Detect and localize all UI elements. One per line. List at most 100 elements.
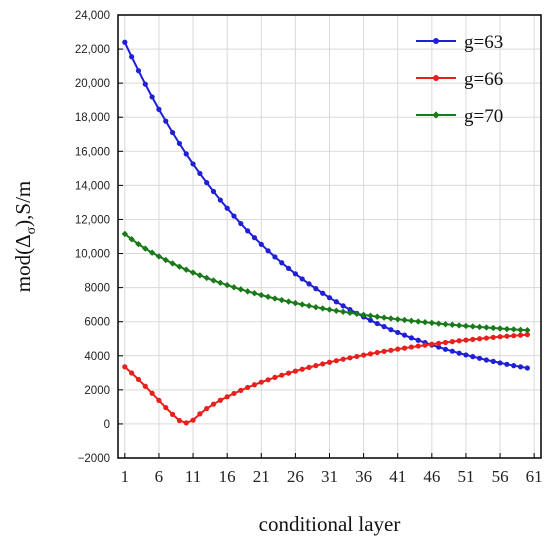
x-tick-label: 6 xyxy=(155,467,164,486)
x-tick-label: 36 xyxy=(355,467,372,486)
data-point xyxy=(367,312,374,319)
data-point xyxy=(347,355,353,361)
data-point xyxy=(224,394,230,400)
data-point xyxy=(490,358,496,364)
data-point xyxy=(497,334,503,340)
data-point xyxy=(333,358,339,364)
data-point xyxy=(367,351,374,357)
data-series xyxy=(121,39,531,426)
data-point xyxy=(333,299,339,305)
data-point xyxy=(313,286,319,292)
legend-swatch-marker xyxy=(432,111,440,119)
data-point xyxy=(517,326,524,334)
data-point xyxy=(210,401,217,407)
data-point xyxy=(142,383,148,389)
data-point xyxy=(292,271,298,277)
data-point xyxy=(326,295,333,301)
data-point xyxy=(196,272,204,279)
legend-item-g=66: g=66 xyxy=(416,69,503,90)
data-point xyxy=(517,332,524,338)
y-tick-label: 12,000 xyxy=(75,214,110,226)
x-tick-label: 41 xyxy=(389,467,406,486)
data-point xyxy=(422,342,428,348)
data-point xyxy=(279,260,285,266)
data-point xyxy=(394,316,401,323)
data-point xyxy=(361,352,367,358)
y-tick-label: 14,000 xyxy=(75,180,110,192)
data-point xyxy=(320,290,326,296)
y-tick-label: 18,000 xyxy=(75,112,110,124)
data-point xyxy=(496,325,504,332)
data-point xyxy=(415,343,421,349)
data-point xyxy=(197,170,203,177)
data-point xyxy=(353,310,360,318)
data-point xyxy=(476,323,483,331)
data-point xyxy=(408,317,415,325)
data-point xyxy=(429,341,435,347)
data-point xyxy=(244,288,251,295)
data-point xyxy=(312,304,320,311)
data-point xyxy=(279,372,285,378)
data-point xyxy=(504,361,510,367)
data-point xyxy=(142,81,148,87)
data-point xyxy=(189,269,197,276)
legend-label: g=66 xyxy=(464,69,503,90)
data-point xyxy=(476,336,483,342)
data-point xyxy=(231,213,237,219)
x-tick-label: 21 xyxy=(253,467,270,486)
data-point xyxy=(524,365,530,371)
series-g=66 xyxy=(122,332,530,426)
x-tick-label: 56 xyxy=(492,467,509,486)
data-point xyxy=(455,322,463,329)
data-point xyxy=(395,346,401,352)
y-tick-label: 8000 xyxy=(84,283,110,295)
y-axis-label-suffix: ),S/m xyxy=(11,181,35,227)
x-axis-label: conditional layer xyxy=(259,512,401,536)
data-point xyxy=(504,333,510,339)
data-point xyxy=(326,306,333,313)
data-point xyxy=(135,240,142,248)
data-point xyxy=(183,266,190,273)
x-tick-label: 46 xyxy=(423,467,440,486)
data-point xyxy=(245,384,251,391)
data-point xyxy=(169,129,176,136)
legend-label: g=63 xyxy=(464,32,503,53)
data-point xyxy=(339,308,347,316)
data-point xyxy=(421,319,429,326)
data-point xyxy=(497,360,503,366)
data-point xyxy=(524,332,530,338)
data-point xyxy=(251,290,258,297)
data-point xyxy=(271,295,279,302)
y-tick-label: 16,000 xyxy=(75,146,110,158)
y-tick-label: 22,000 xyxy=(75,44,110,56)
data-point xyxy=(449,321,456,328)
data-point xyxy=(265,248,271,254)
data-point xyxy=(320,361,326,367)
y-tick-label: 20,000 xyxy=(75,78,110,90)
data-point xyxy=(333,307,340,314)
data-point xyxy=(285,370,292,376)
data-point xyxy=(176,417,183,424)
data-point xyxy=(381,324,387,330)
data-point xyxy=(483,335,490,341)
data-point xyxy=(428,319,436,327)
data-point xyxy=(230,284,238,291)
data-point xyxy=(231,390,237,397)
x-tick-label: 31 xyxy=(321,467,338,486)
data-point xyxy=(265,377,271,383)
data-point xyxy=(436,340,442,346)
data-point xyxy=(169,411,176,417)
data-point xyxy=(313,363,319,369)
data-point xyxy=(503,325,511,333)
data-point xyxy=(462,322,470,330)
data-point xyxy=(292,299,299,307)
data-point xyxy=(169,260,176,267)
data-point xyxy=(367,317,374,323)
data-point xyxy=(456,350,462,356)
data-point xyxy=(238,220,244,227)
data-point xyxy=(442,339,449,346)
legend-label: g=70 xyxy=(464,106,503,127)
data-point xyxy=(381,348,387,354)
data-point xyxy=(340,356,346,362)
